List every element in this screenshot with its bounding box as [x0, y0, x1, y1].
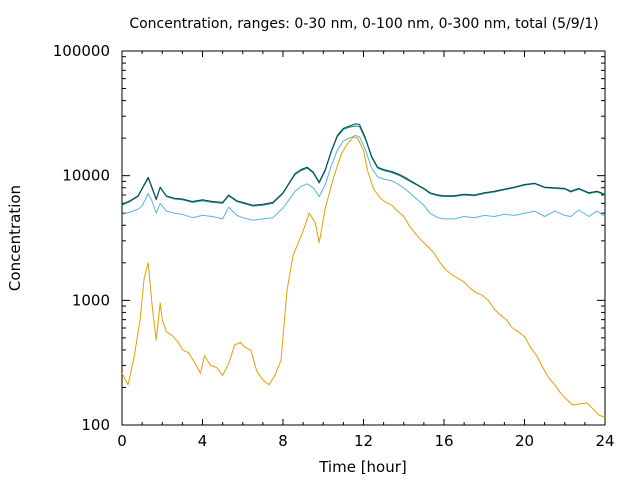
x-tick-label: 8 — [278, 432, 288, 450]
y-tick-label: 100 — [81, 416, 110, 434]
series-line-4 — [121, 123, 606, 206]
x-tick-label: 4 — [198, 432, 208, 450]
x-tick-label: 24 — [595, 432, 614, 450]
series-line-2 — [121, 135, 606, 221]
y-tick-label: 100000 — [53, 42, 110, 60]
x-axis-title: Time [hour] — [318, 458, 407, 476]
y-tick-label: 1000 — [72, 291, 110, 309]
x-tick-label: 20 — [515, 432, 534, 450]
x-tick-label: 12 — [354, 432, 373, 450]
series-line-3 — [121, 125, 606, 207]
y-tick-label: 10000 — [62, 167, 110, 185]
plot-area: 0 4 8 12 16 20 24 100 1000 10000 100000 — [53, 42, 615, 450]
series-line-1 — [121, 136, 606, 418]
x-tick-label: 16 — [434, 432, 453, 450]
chart-title: Concentration, ranges: 0-30 nm, 0-100 nm… — [129, 16, 598, 32]
plot-frame — [121, 50, 606, 426]
x-tick-label: 0 — [117, 432, 127, 450]
y-axis-title: Concentration — [6, 185, 24, 291]
